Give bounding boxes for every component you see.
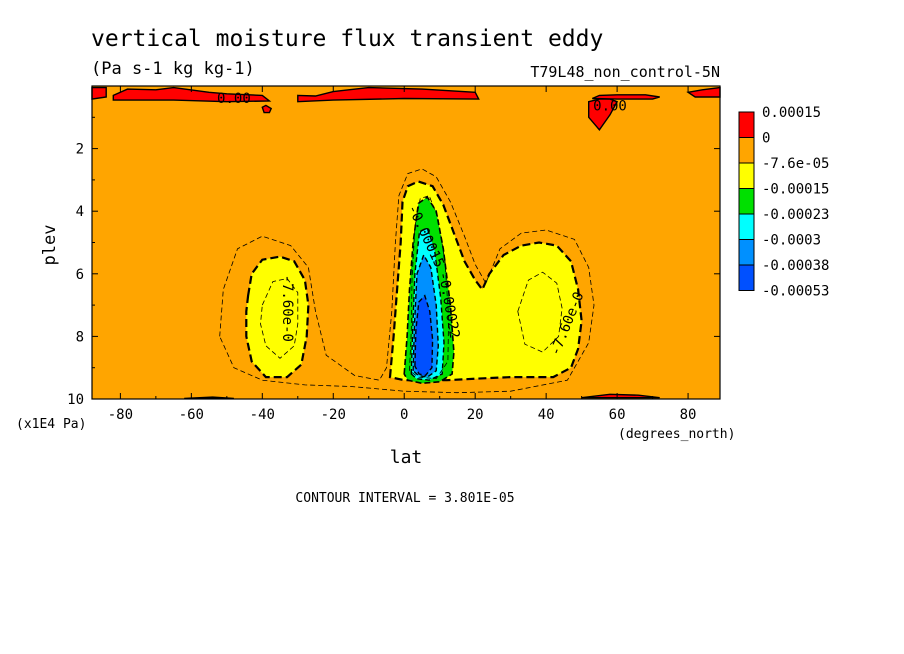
contour-label: 0.00 (593, 98, 627, 114)
legend-swatch (738, 137, 755, 164)
contour-label: -7.60e-0 (279, 275, 295, 342)
positive-patch-7 (581, 393, 660, 399)
x-tick-label: 40 (538, 407, 555, 423)
legend-label: -0.00023 (762, 207, 829, 223)
thin-contour-3 (409, 195, 450, 380)
thin-contour-0 (219, 168, 595, 394)
x-tick-label: -80 (108, 407, 133, 423)
legend-label: 0.00015 (762, 105, 821, 121)
plot-area: 0.00 0.00-7.60e-0-0.00015-0.00022 -7.60e-0… (67, 85, 721, 423)
legend-swatch (738, 239, 755, 266)
y-tick-label: 10 (67, 392, 84, 408)
contour-interval-label: CONTOUR INTERVAL = 3.801E-05 (295, 491, 514, 506)
legend-swatch (738, 264, 755, 291)
y-tick-label: 6 (76, 267, 84, 283)
chart-title: vertical moisture flux transient eddy (91, 26, 603, 52)
legend-label: -0.00038 (762, 258, 829, 274)
positive-patch-5 (592, 94, 660, 100)
positive-patch-1 (112, 86, 272, 103)
x-tick-label: 80 (680, 407, 697, 423)
color-legend: 0.00015 0 -7.6e-05 -0.00015 -0.00023 -0.0003 -… (738, 105, 829, 300)
run-label: T79L48_non_control-5N (530, 63, 720, 81)
y-axis-units: (x1E4 Pa) (16, 417, 86, 432)
thin-contour-1 (260, 278, 299, 359)
contour-fill-0-0 (245, 255, 310, 379)
x-tick-label: 0 (400, 407, 408, 423)
x-axis-ticks: -80 -60 -40 -20 0 20 40 60 80 (108, 86, 697, 423)
legend-swatch (738, 162, 755, 189)
legend-label: -0.00053 (762, 284, 829, 300)
legend-label: 0 (762, 131, 770, 147)
chart-subtitle: (Pa s-1 kg kg-1) (91, 59, 255, 79)
legend-swatch (738, 188, 755, 215)
y-tick-label: 8 (76, 329, 84, 345)
y-axis-label: plev (40, 225, 60, 266)
legend-label: -7.6e-05 (762, 156, 829, 172)
positive-patch-3 (261, 104, 273, 114)
x-tick-label: -60 (179, 407, 204, 423)
legend-swatch (738, 111, 755, 138)
legend-swatch (738, 213, 755, 240)
y-axis-ticks: 2 4 6 8 10 (67, 116, 720, 408)
y-tick-label: 2 (76, 142, 84, 158)
positive-patch-0 (91, 86, 107, 100)
x-tick-label: -40 (250, 407, 275, 423)
x-tick-label: -20 (321, 407, 346, 423)
contour-label: 0.00 (217, 91, 251, 107)
thin-contours (219, 168, 595, 394)
legend-label: -0.00015 (762, 182, 829, 198)
thin-contour-2 (517, 271, 563, 353)
x-tick-label: 60 (609, 407, 626, 423)
x-axis-units: (degrees_north) (618, 427, 735, 442)
contour-fill-4-0 (414, 294, 434, 377)
legend-label: -0.0003 (762, 233, 821, 249)
x-tick-label: 20 (467, 407, 484, 423)
y-tick-label: 4 (76, 204, 84, 220)
x-axis-label: lat (390, 447, 423, 468)
positive-patch-2 (297, 86, 480, 103)
